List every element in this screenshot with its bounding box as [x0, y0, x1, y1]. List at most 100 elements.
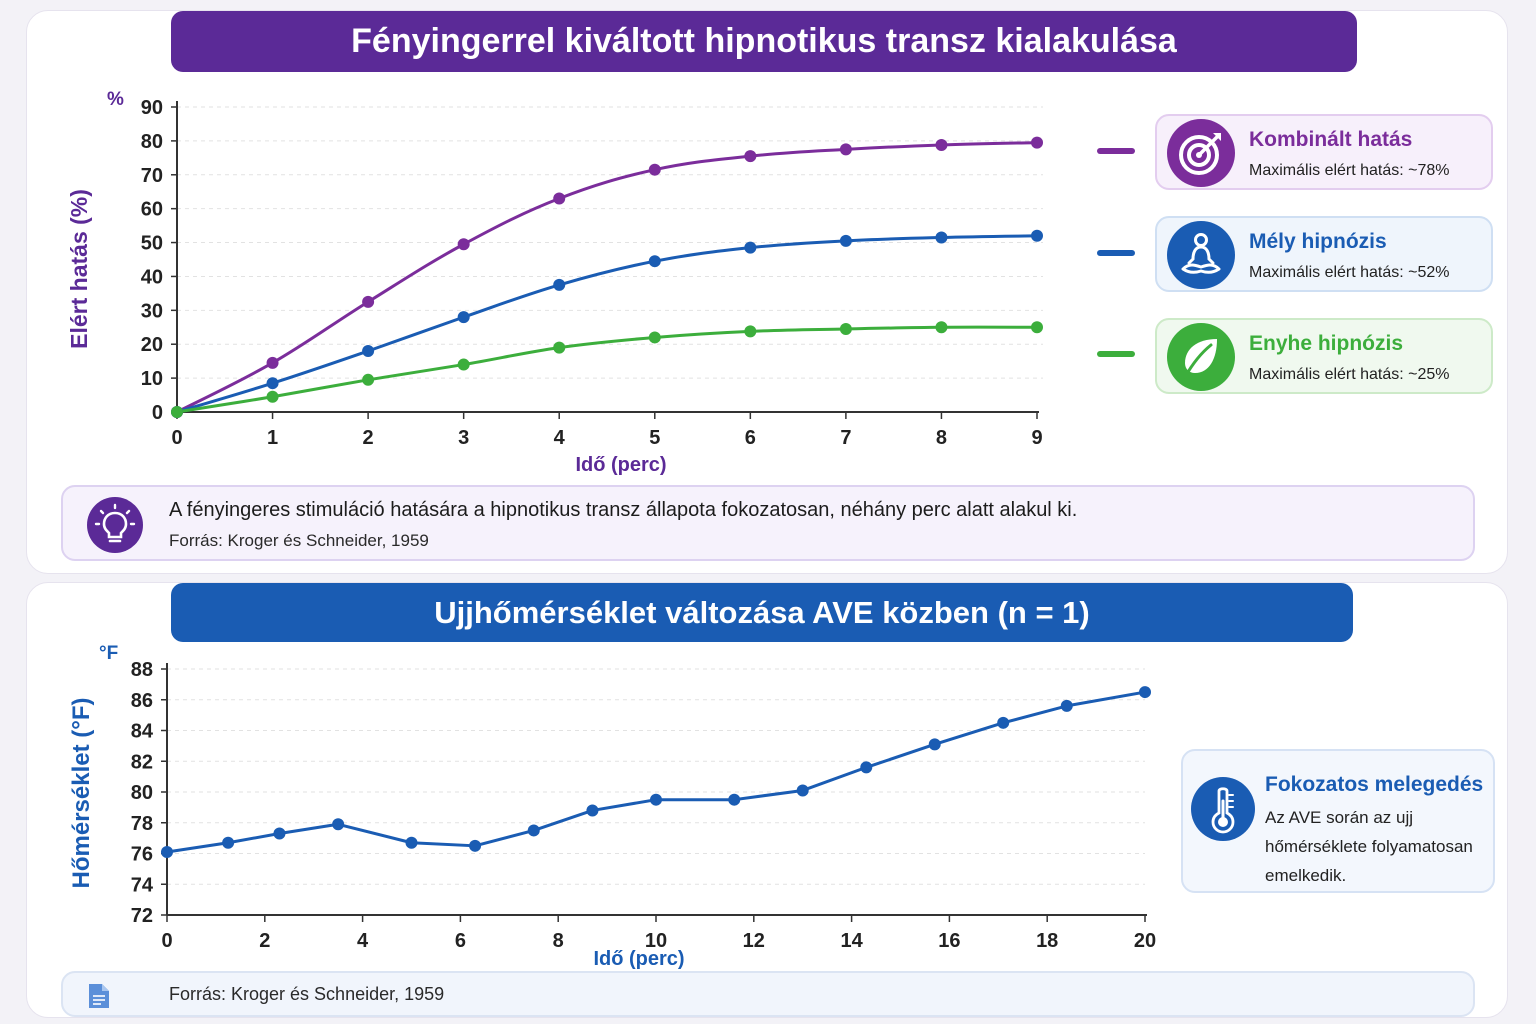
- data-point: [362, 345, 375, 357]
- data-point: [553, 192, 566, 205]
- data-point: [728, 793, 741, 806]
- legend-line-mild: [1097, 351, 1135, 357]
- data-point: [1031, 229, 1043, 242]
- x-tick-label: 6: [455, 930, 466, 952]
- data-point: [839, 234, 852, 247]
- legend-line-combined: [1097, 148, 1135, 154]
- data-point: [744, 325, 757, 338]
- data-point: [332, 818, 345, 831]
- x-tick-label: 0: [171, 427, 182, 449]
- x-tick-label: 2: [259, 930, 270, 952]
- data-point: [860, 761, 873, 774]
- series-line-2: [175, 325, 1039, 414]
- legend-line-deep: [1097, 250, 1135, 256]
- warming-card-title: Fokozatos melegedés: [1265, 773, 1484, 796]
- x-tick-label: 1: [267, 427, 278, 449]
- y-tick-label: 88: [131, 659, 153, 681]
- x-tick-label: 12: [743, 930, 765, 952]
- series-line-1: [175, 234, 1039, 414]
- y-tick-label: 84: [131, 721, 154, 743]
- data-point: [553, 278, 566, 291]
- data-point: [171, 406, 183, 418]
- x-tick-label: 14: [840, 930, 863, 952]
- data-point: [1031, 136, 1043, 149]
- data-point: [266, 356, 279, 369]
- data-point: [273, 827, 286, 840]
- note-source: Forrás: Kroger és Schneider, 1959: [169, 531, 429, 550]
- data-point: [648, 255, 661, 268]
- legend-card-mild: Enyhe hipnózis Maximális elért hatás: ~2…: [1155, 318, 1493, 394]
- effect-chart: 0 10 20 30 40 50 60 70 80 90 0 1 2 3 4 5 6 7 8 9 % Idő (per…: [66, 89, 1043, 476]
- x-tick-label: 5: [649, 427, 660, 449]
- data-point: [839, 143, 852, 156]
- x-tick-label: 4: [357, 930, 369, 952]
- warming-card-text: Az AVE során az ujj hőmérséklete folyama…: [1265, 808, 1473, 885]
- x-tick-label: 8: [553, 930, 564, 952]
- data-point: [744, 241, 757, 254]
- effect-panel: Fényingerrel kiváltott hipnotikus transz…: [26, 10, 1508, 574]
- x-tick-label: 20: [1134, 930, 1156, 952]
- legend-card-combined: Kombinált hatás Maximális elért hatás: ~…: [1155, 114, 1493, 190]
- data-point: [650, 793, 662, 806]
- data-point: [796, 784, 809, 797]
- data-point: [527, 824, 540, 837]
- data-point: [469, 839, 482, 852]
- data-point: [839, 322, 852, 335]
- y-tick-label: 10: [141, 368, 163, 390]
- data-point: [457, 311, 470, 324]
- chart2-title: Ujjhőmérséklet változása AVE közben (n =…: [171, 583, 1353, 642]
- x-tick-label: 2: [363, 427, 374, 449]
- chart1-x-axis-label: Idő (perc): [575, 454, 666, 476]
- data-point: [1060, 699, 1073, 712]
- data-point: [405, 836, 418, 849]
- x-tick-label: 18: [1036, 930, 1058, 952]
- x-tick-label: 0: [161, 930, 172, 952]
- y-tick-label: 82: [131, 751, 153, 773]
- meditation-icon: [1167, 221, 1235, 289]
- data-point: [935, 231, 948, 244]
- y-tick-label: 40: [141, 266, 163, 288]
- data-point: [553, 341, 566, 354]
- y-tick-label: 50: [141, 233, 163, 255]
- temperature-chart: 72 74 76 78 80 82 84 86 88 0 2 4 6 8 10 12 14 16 18 20 °F I…: [68, 643, 1156, 970]
- data-point: [161, 845, 173, 858]
- chart2-x-axis-label: Idő (perc): [593, 948, 684, 970]
- y-tick-label: 72: [131, 905, 153, 927]
- data-point: [928, 738, 941, 751]
- chart1-y-axis-label: Elért hatás (%): [66, 189, 92, 349]
- temperature-panel: Ujjhőmérséklet változása AVE közben (n =…: [26, 582, 1508, 1018]
- data-point: [586, 804, 599, 817]
- legend-card-deep: Mély hipnózis Maximális elért hatás: ~52…: [1155, 216, 1493, 292]
- data-point: [1031, 321, 1043, 334]
- x-tick-label: 16: [938, 930, 960, 952]
- y-tick-label: 70: [141, 165, 163, 187]
- y-tick-label: 0: [152, 402, 163, 424]
- x-tick-label: 10: [645, 930, 667, 952]
- chart1-title: Fényingerrel kiváltott hipnotikus transz…: [171, 11, 1357, 72]
- legend-subtitle-combined: Maximális elért hatás: ~78%: [1249, 162, 1450, 179]
- data-point: [266, 390, 279, 403]
- x-tick-label: 7: [840, 427, 851, 449]
- y-tick-label: 60: [141, 199, 163, 221]
- y-tick-label: 30: [141, 300, 163, 322]
- series-line-0: [165, 690, 1147, 854]
- data-point: [362, 373, 375, 386]
- lightbulb-icon: [87, 497, 143, 553]
- data-point: [457, 358, 470, 371]
- data-point: [222, 836, 235, 849]
- data-point: [648, 163, 661, 176]
- chart2-y-unit: °F: [99, 643, 118, 664]
- y-tick-label: 78: [131, 813, 153, 835]
- thermometer-icon: [1191, 777, 1255, 841]
- chart2-y-axis-label: Hőmérséklet (°F): [68, 698, 95, 889]
- source-note: Forrás: Kroger és Schneider, 1959: [61, 971, 1475, 1017]
- x-tick-label: 4: [554, 427, 566, 449]
- legend-title-deep: Mély hipnózis: [1249, 230, 1387, 253]
- source-text: Forrás: Kroger és Schneider, 1959: [169, 984, 445, 1004]
- warming-card: Fokozatos melegedés Az AVE során az ujj …: [1181, 749, 1495, 893]
- x-tick-label: 6: [745, 427, 756, 449]
- target-icon: [1167, 119, 1235, 187]
- data-point: [935, 138, 948, 151]
- x-tick-label: 8: [936, 427, 947, 449]
- x-tick-label: 3: [458, 427, 469, 449]
